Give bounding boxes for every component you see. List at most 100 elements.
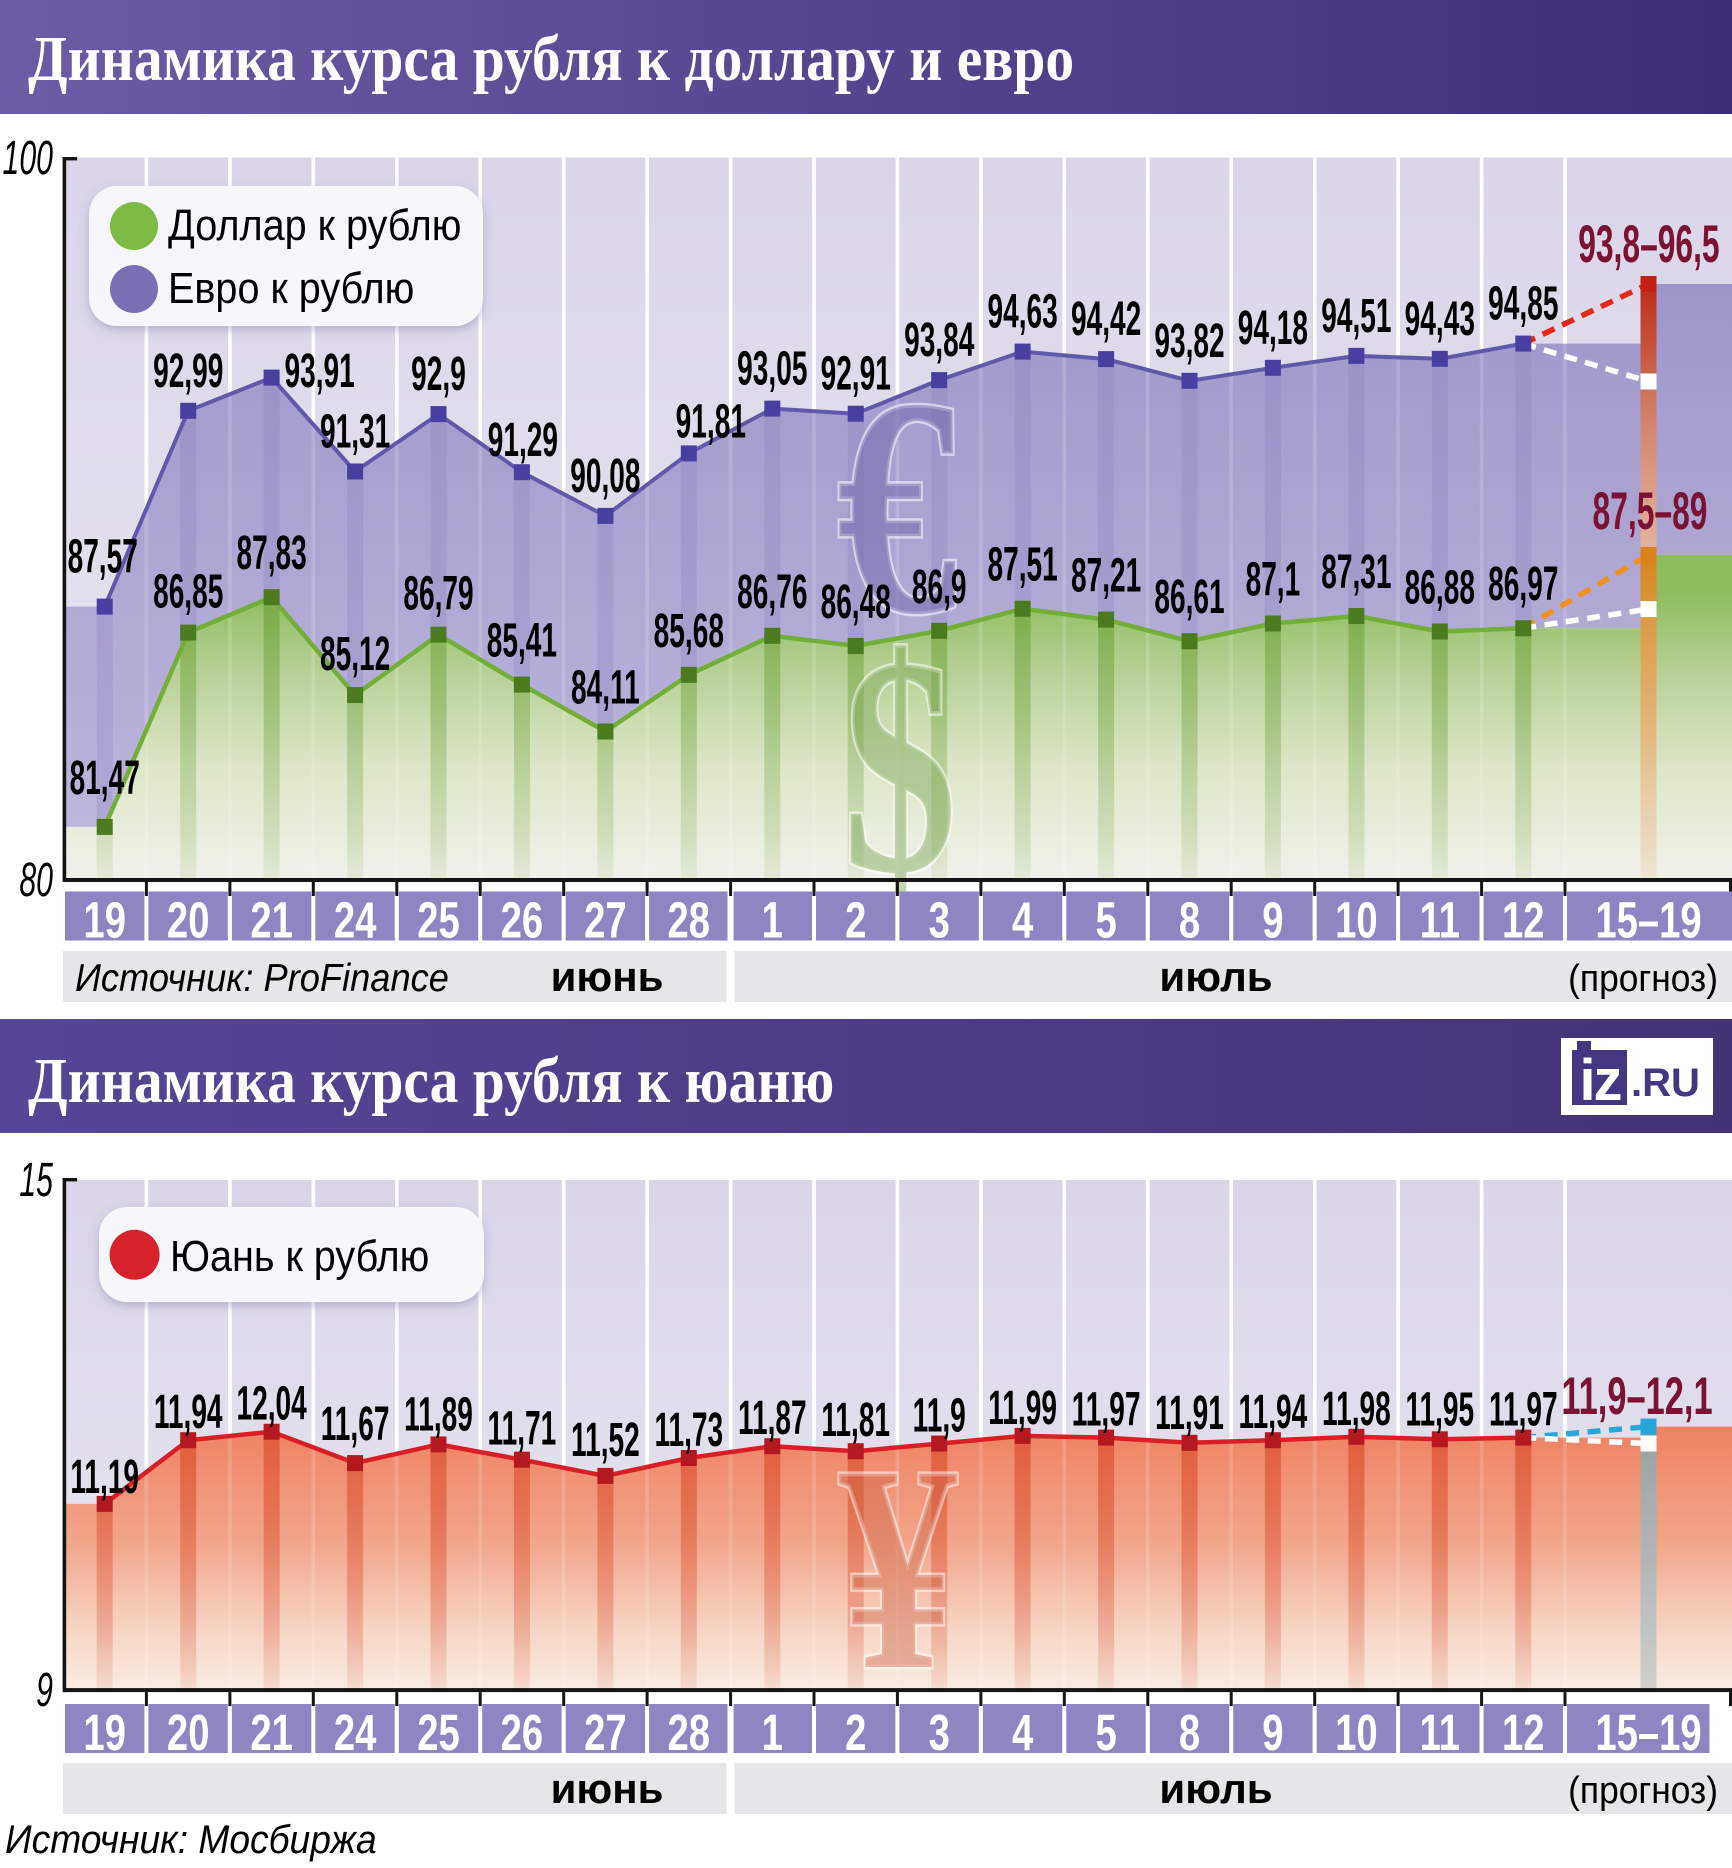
svg-text:26: 26 (501, 891, 544, 949)
svg-text:3: 3 (929, 891, 950, 949)
svg-text:87,21: 87,21 (1071, 549, 1141, 603)
svg-text:20: 20 (167, 891, 210, 949)
svg-text:94,51: 94,51 (1321, 289, 1391, 343)
svg-text:4: 4 (1012, 1704, 1033, 1762)
svg-text:86,61: 86,61 (1154, 570, 1224, 624)
svg-text:11,97: 11,97 (1072, 1383, 1141, 1437)
svg-text:100: 100 (3, 132, 53, 185)
svg-text:11,71: 11,71 (488, 1402, 557, 1456)
svg-text:20: 20 (167, 1704, 210, 1762)
svg-text:21: 21 (250, 1704, 293, 1762)
svg-text:10: 10 (1335, 891, 1378, 949)
svg-text:93,84: 93,84 (904, 313, 974, 367)
svg-text:iz: iz (1579, 1048, 1620, 1113)
svg-text:87,51: 87,51 (987, 538, 1057, 592)
svg-text:Источник: Мосбиржа: Источник: Мосбиржа (5, 1818, 377, 1863)
svg-text:84,11: 84,11 (571, 661, 640, 715)
svg-text:24: 24 (334, 891, 377, 949)
svg-text:28: 28 (668, 891, 711, 949)
svg-text:12: 12 (1502, 891, 1545, 949)
svg-text:92,99: 92,99 (153, 344, 223, 398)
svg-text:11,94: 11,94 (154, 1385, 223, 1439)
svg-text:27: 27 (584, 891, 627, 949)
svg-text:92,91: 92,91 (821, 347, 891, 401)
svg-text:94,63: 94,63 (987, 285, 1057, 339)
svg-text:Динамика курса рубля к юаню: Динамика курса рубля к юаню (28, 1045, 834, 1117)
svg-text:11: 11 (1420, 1704, 1460, 1762)
svg-text:94,18: 94,18 (1238, 301, 1308, 355)
svg-text:85,68: 85,68 (654, 604, 724, 658)
svg-text:Источник: ProFinance: Источник: ProFinance (75, 956, 449, 999)
svg-text:11,97: 11,97 (1489, 1383, 1558, 1437)
svg-text:11,19: 11,19 (70, 1450, 139, 1504)
svg-text:10: 10 (1335, 1704, 1378, 1762)
svg-text:(прогноз): (прогноз) (1568, 1769, 1718, 1811)
svg-text:21: 21 (250, 891, 293, 949)
svg-text:5: 5 (1095, 891, 1116, 949)
svg-text:85,41: 85,41 (487, 614, 557, 668)
svg-text:93,91: 93,91 (284, 344, 354, 398)
svg-text:Доллар к рублю: Доллар к рублю (168, 200, 461, 249)
svg-text:28: 28 (668, 1704, 711, 1762)
svg-text:2: 2 (845, 891, 866, 949)
svg-text:5: 5 (1095, 1704, 1116, 1762)
svg-text:87,31: 87,31 (1321, 545, 1391, 599)
svg-text:9: 9 (36, 1664, 53, 1717)
svg-text:11: 11 (1420, 891, 1460, 949)
svg-text:91,81: 91,81 (676, 395, 746, 449)
svg-text:9: 9 (1262, 891, 1283, 949)
svg-text:11,94: 11,94 (1239, 1385, 1308, 1439)
svg-text:86,9: 86,9 (912, 560, 967, 614)
svg-text:85,12: 85,12 (320, 627, 390, 681)
svg-text:86,97: 86,97 (1488, 557, 1558, 611)
svg-text:11,67: 11,67 (321, 1397, 390, 1451)
svg-text:90,08: 90,08 (570, 449, 640, 503)
svg-text:июль: июль (1159, 1765, 1272, 1812)
svg-text:93,82: 93,82 (1154, 314, 1224, 368)
svg-text:.RU: .RU (1631, 1061, 1700, 1105)
svg-text:Юань к рублю: Юань к рублю (170, 1231, 429, 1280)
svg-text:15: 15 (19, 1154, 53, 1207)
svg-text:11,9: 11,9 (913, 1389, 966, 1443)
svg-text:81,47: 81,47 (70, 751, 140, 805)
svg-text:93,8–96,5: 93,8–96,5 (1578, 215, 1719, 274)
svg-text:11,81: 11,81 (821, 1393, 890, 1447)
svg-text:27: 27 (584, 1704, 627, 1762)
svg-text:86,85: 86,85 (153, 565, 223, 619)
svg-text:94,42: 94,42 (1071, 292, 1141, 346)
svg-text:25: 25 (417, 1704, 460, 1762)
svg-text:86,79: 86,79 (403, 567, 473, 621)
svg-text:11,98: 11,98 (1322, 1382, 1391, 1436)
svg-text:86,88: 86,88 (1405, 561, 1475, 615)
svg-text:4: 4 (1012, 891, 1033, 949)
svg-text:11,99: 11,99 (988, 1381, 1057, 1435)
svg-text:11,91: 11,91 (1155, 1386, 1224, 1440)
svg-text:12,04: 12,04 (236, 1377, 306, 1431)
svg-text:2: 2 (845, 1704, 866, 1762)
svg-text:11,87: 11,87 (738, 1391, 807, 1445)
svg-text:87,57: 87,57 (68, 530, 138, 584)
svg-text:91,29: 91,29 (488, 413, 558, 467)
svg-text:июнь: июнь (551, 953, 664, 1000)
svg-text:15–19: 15–19 (1595, 1704, 1701, 1762)
svg-text:Евро к рублю: Евро к рублю (168, 263, 414, 312)
svg-text:94,85: 94,85 (1488, 277, 1558, 331)
svg-text:87,5–89: 87,5–89 (1593, 482, 1708, 541)
svg-text:24: 24 (334, 1704, 377, 1762)
svg-text:11,73: 11,73 (654, 1403, 723, 1457)
svg-text:92,9: 92,9 (411, 347, 466, 401)
svg-text:94,43: 94,43 (1405, 292, 1475, 346)
svg-text:9: 9 (1262, 1704, 1283, 1762)
svg-text:19: 19 (83, 1704, 126, 1762)
svg-text:июнь: июнь (551, 1765, 664, 1812)
svg-text:12: 12 (1502, 1704, 1545, 1762)
svg-text:1: 1 (762, 891, 783, 949)
svg-text:87,83: 87,83 (236, 526, 306, 580)
svg-text:15–19: 15–19 (1595, 891, 1701, 949)
svg-text:июль: июль (1159, 953, 1272, 1000)
svg-text:1: 1 (762, 1704, 783, 1762)
svg-text:11,95: 11,95 (1405, 1383, 1474, 1437)
svg-text:26: 26 (501, 1704, 544, 1762)
svg-text:86,76: 86,76 (737, 565, 807, 619)
svg-text:80: 80 (19, 854, 53, 907)
